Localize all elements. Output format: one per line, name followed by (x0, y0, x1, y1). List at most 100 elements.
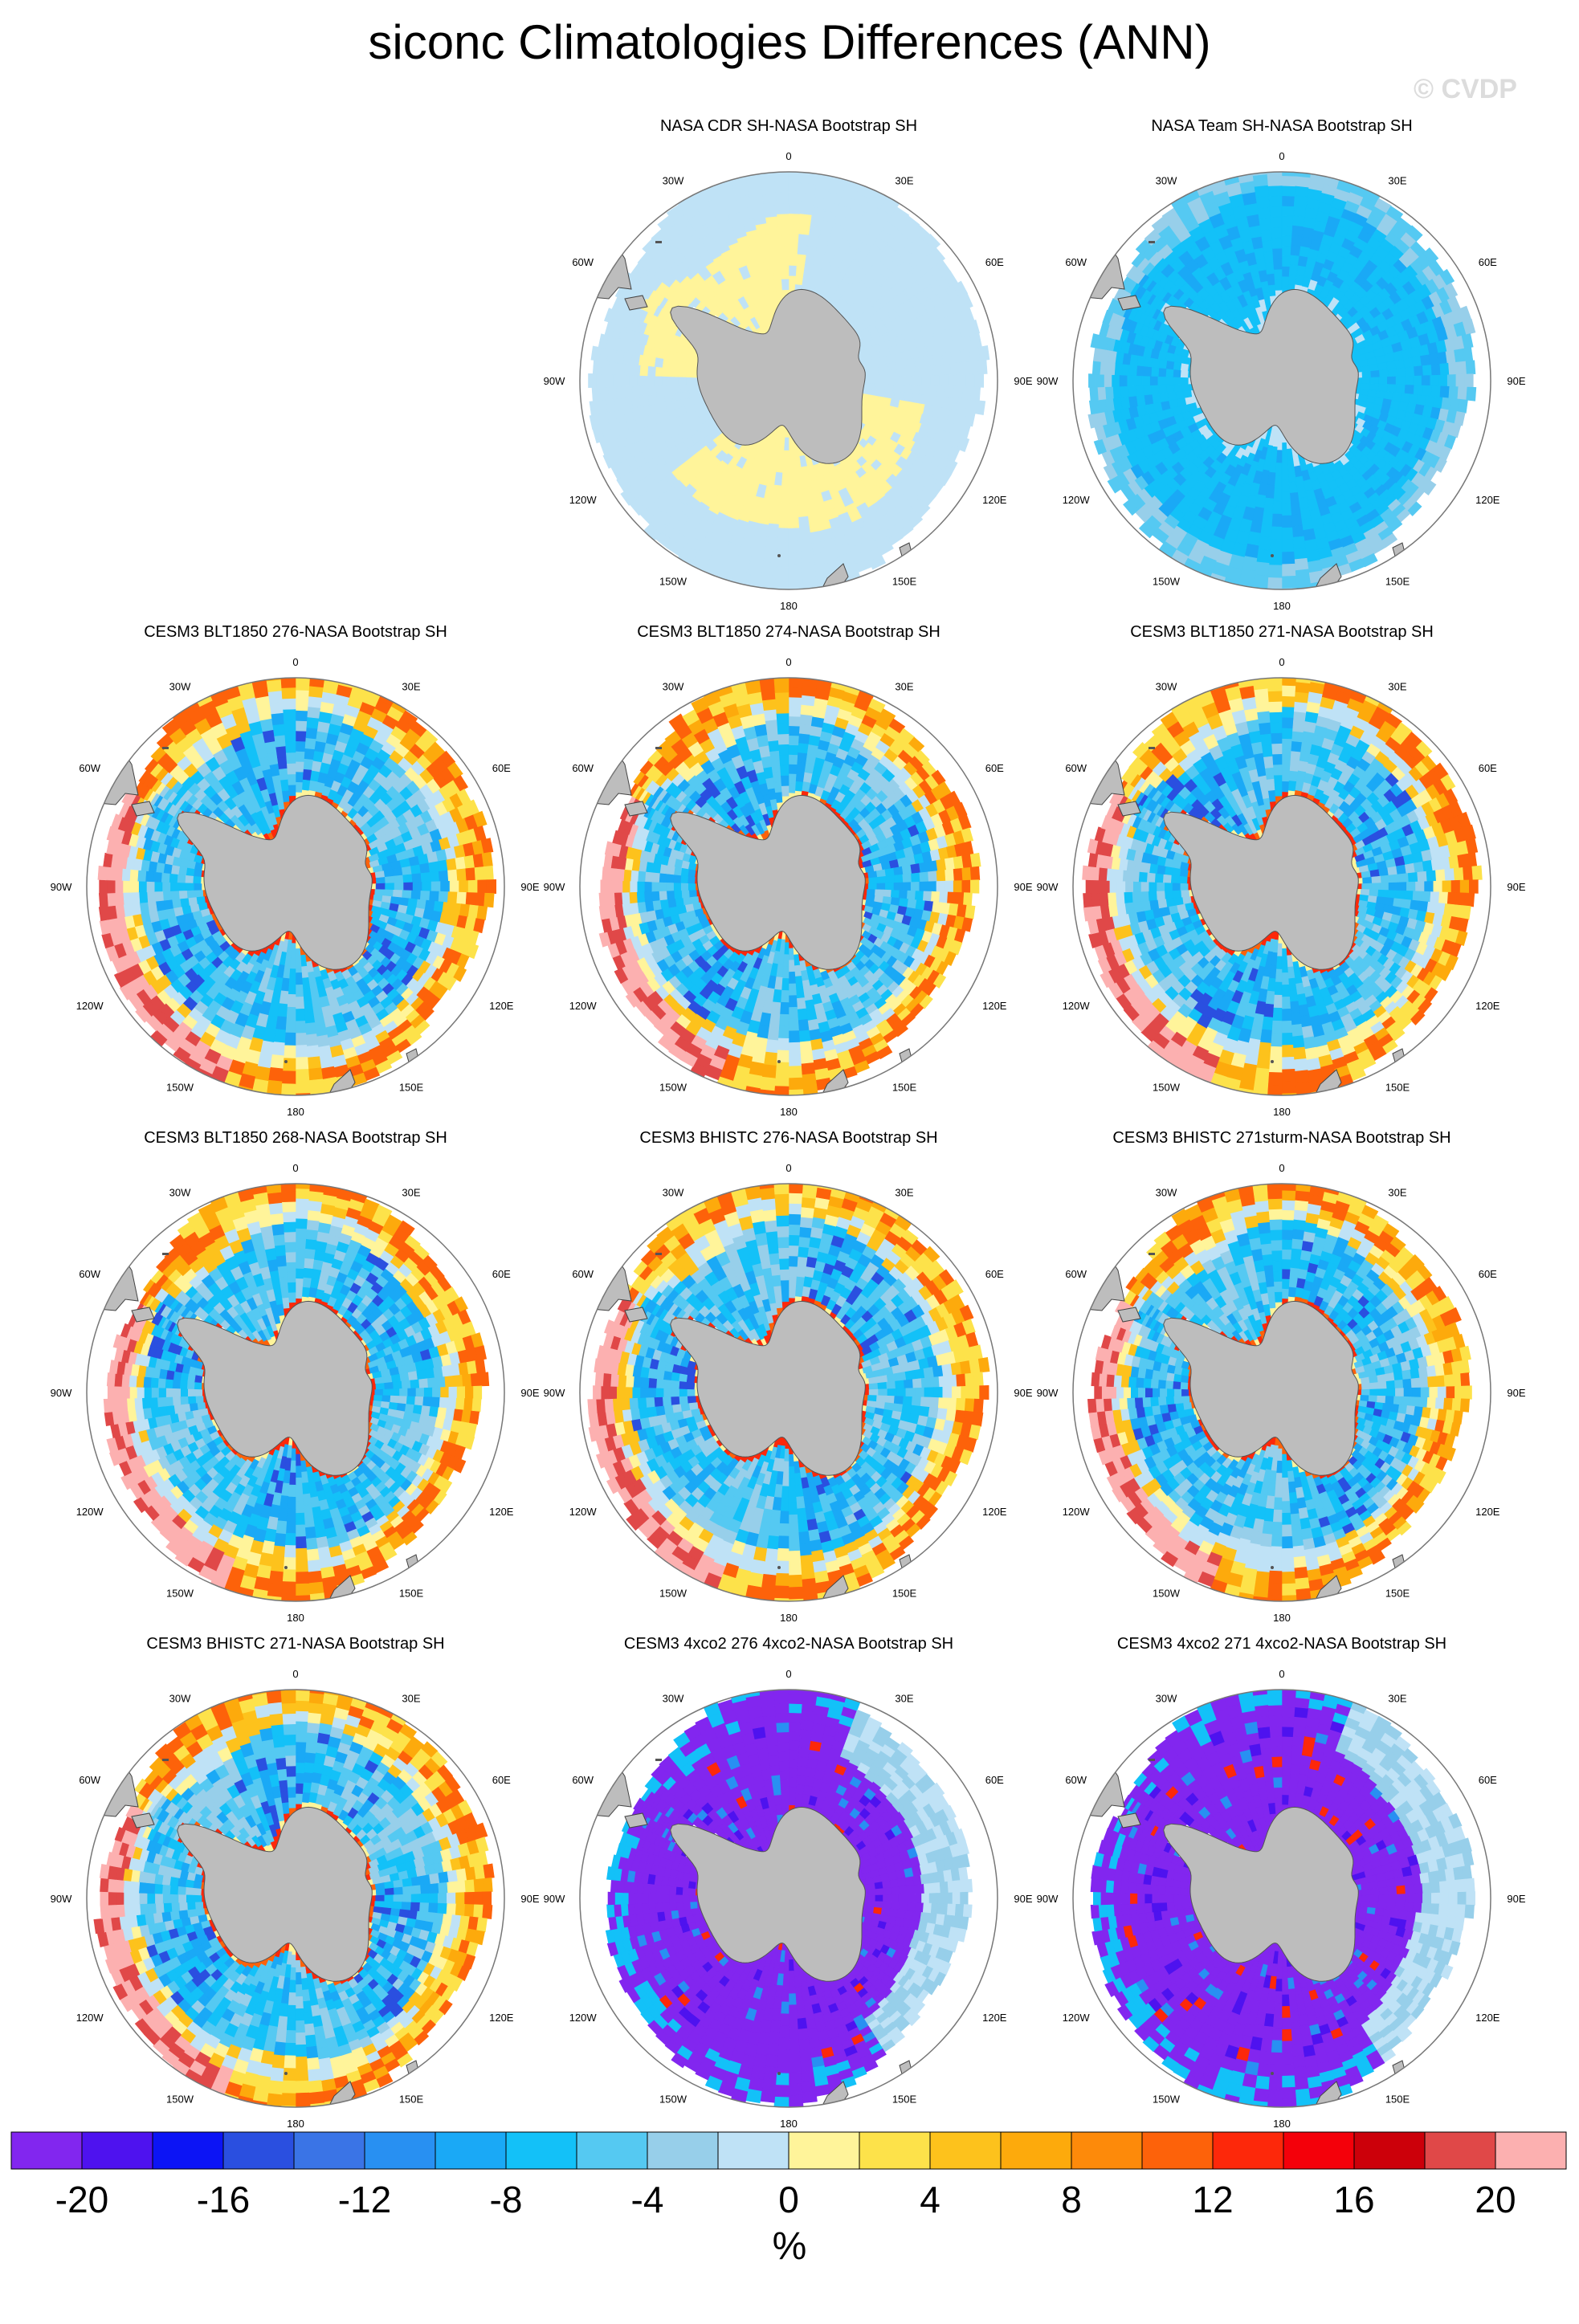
ice-cell (1268, 195, 1283, 207)
ice-cell (447, 869, 458, 882)
ice-cell (420, 872, 431, 883)
ice-cell (1281, 195, 1295, 207)
ice-cell (788, 960, 795, 972)
ice-cell (295, 1021, 307, 1034)
ice-cell (282, 1058, 296, 1072)
ice-cell (453, 966, 467, 982)
ice-cell (637, 870, 647, 883)
ice-cell (313, 1013, 325, 1027)
ice-cell (1289, 491, 1300, 505)
ice-cell (383, 869, 394, 878)
new-zealand-landmass (1310, 563, 1342, 589)
lon-label-lower_right_2: 150E (892, 575, 917, 587)
ice-cell (129, 869, 139, 882)
ice-cell (162, 891, 172, 901)
ice-cell (306, 716, 320, 729)
lon-label-lower_right_2: 150E (399, 1081, 424, 1093)
ice-cell (385, 883, 395, 891)
ice-cell (945, 869, 955, 882)
ice-cell (1448, 385, 1459, 400)
ice-cell (1151, 393, 1161, 404)
ice-cell (636, 891, 646, 903)
ice-cell (659, 882, 667, 891)
ice-cell (453, 774, 469, 792)
ice-cell (628, 891, 638, 904)
ice-cell (761, 561, 777, 577)
ice-cell (801, 561, 816, 575)
ice-cell (961, 879, 971, 894)
ice-cell (907, 899, 917, 910)
ice-cell (430, 881, 441, 892)
ice-cell (953, 280, 969, 298)
ice-cell (712, 172, 731, 181)
panel-title: CESM3 BLT1850 274-NASA Bootstrap SH (637, 623, 940, 641)
ice-cell (777, 1038, 790, 1051)
ice-cell (1374, 198, 1392, 214)
ice-cell (788, 1089, 805, 1095)
ice-cell (1128, 364, 1138, 377)
ice-cell (282, 698, 296, 710)
ice-cell (1270, 216, 1283, 228)
ice-cell (902, 882, 912, 891)
ice-cell (1265, 262, 1275, 275)
lon-label-upper_left_2: 60W (79, 762, 100, 774)
ice-cell (599, 386, 610, 401)
ice-cell (1165, 360, 1175, 370)
ice-cell (910, 384, 920, 395)
lon-label-upper_right_2: 60E (1479, 256, 1497, 268)
ice-cell (802, 685, 818, 697)
ice-cell (1386, 384, 1397, 393)
ice-cell (1263, 251, 1275, 264)
ice-cell (264, 740, 277, 755)
ice-cell (1297, 157, 1313, 168)
ice-cell (788, 244, 799, 256)
ice-cell (603, 854, 614, 869)
new-zealand-landmass (817, 563, 849, 589)
ice-cell (890, 890, 900, 899)
map-panel: CESM3 BLT1850 274-NASA Bootstrap SH 0 30E 6… (541, 623, 1036, 1121)
ice-cell (1422, 365, 1433, 377)
lon-label-top: 0 (1279, 150, 1284, 162)
ice-cell (304, 1011, 316, 1025)
ice-cell (774, 283, 783, 296)
ice-cell (1402, 357, 1414, 369)
ice-cell (173, 1046, 191, 1063)
ice-cell (804, 153, 821, 165)
ice-cell (1138, 521, 1157, 539)
ice-cell (402, 874, 413, 883)
ice-cell (271, 712, 285, 726)
panel-title: CESM3 BLT1850 276-NASA Bootstrap SH (144, 623, 447, 641)
ice-cell (788, 467, 796, 480)
ice-cell (295, 740, 306, 752)
ice-cell (98, 892, 108, 907)
ice-cell (1443, 282, 1459, 300)
ice-cell (904, 367, 916, 377)
ice-cell (1174, 390, 1185, 400)
ice-cell (802, 173, 818, 186)
ice-cell (919, 994, 933, 1009)
ice-cell (672, 874, 682, 883)
ice-cell (440, 880, 451, 893)
ice-cell (928, 881, 937, 892)
ice-cell (295, 678, 312, 681)
ice-cell (465, 892, 476, 906)
ice-cell (898, 728, 915, 744)
ice-cell (410, 890, 422, 900)
ice-cell (953, 880, 963, 893)
ice-cell (608, 361, 618, 375)
ice-cell (788, 983, 797, 997)
ice-cell (272, 723, 286, 736)
lon-label-lower_right_1: 120E (982, 494, 1007, 506)
ice-cell (1295, 569, 1311, 582)
ice-cell (651, 881, 659, 892)
ice-cell (474, 892, 486, 907)
ice-cell (741, 155, 759, 169)
ice-cell (607, 386, 618, 400)
ice-cell (375, 883, 386, 891)
ice-cell (781, 978, 790, 991)
ice-cell (788, 504, 799, 517)
ice-cell (1259, 523, 1272, 538)
ice-cell (1181, 383, 1190, 392)
ice-cell (1361, 371, 1372, 378)
